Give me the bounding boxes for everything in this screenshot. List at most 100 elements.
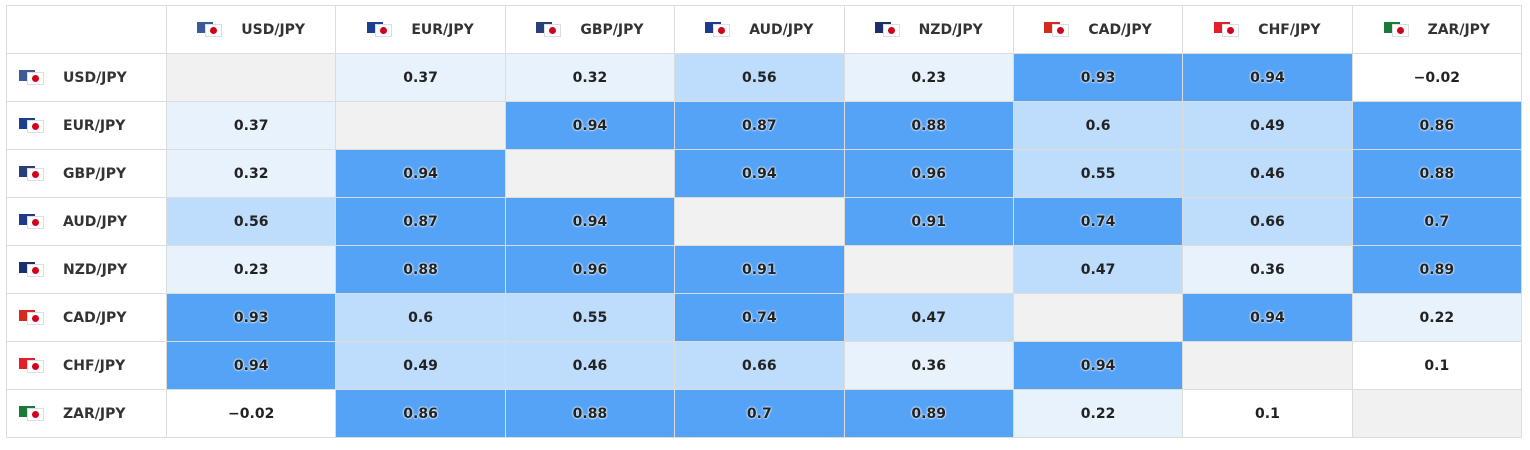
correlation-cell: 0.86	[1351, 101, 1523, 150]
corner	[6, 5, 167, 54]
empty-cell	[843, 245, 1014, 294]
correlation-cell: 0.22	[1351, 293, 1523, 342]
flag-icon	[19, 117, 43, 132]
correlation-cell: 0.55	[504, 293, 676, 342]
flag-icon	[19, 261, 43, 276]
column-header: AUD/JPY	[674, 5, 845, 54]
correlation-cell: 0.94	[674, 149, 845, 198]
correlation-cell: 0.32	[165, 149, 337, 198]
table-body: USD/JPY 0.37 0.32 0.56 0.23 0.93 0.94 −0.02 EUR/…	[6, 53, 1523, 438]
flag-icon	[536, 21, 561, 36]
pair-label: USD/JPY	[241, 21, 306, 38]
correlation-cell: 0.49	[335, 341, 506, 390]
correlation-table: USD/JPY EUR/JPY GBP/JPY AUD/JPY NZD/JPY CAD/J…	[6, 5, 1523, 438]
flag-jpy	[1392, 24, 1408, 36]
correlation-cell: 0.46	[1182, 149, 1353, 198]
row-header: ZAR/JPY	[6, 389, 167, 438]
correlation-cell: −0.02	[1351, 53, 1523, 102]
flag-base	[19, 309, 35, 321]
correlation-cell: 0.87	[335, 197, 506, 246]
flag-icon	[1383, 21, 1408, 36]
correlation-cell: 0.88	[335, 245, 506, 294]
pair-label: USD/JPY	[63, 69, 127, 86]
correlation-cell: 0.96	[504, 245, 676, 294]
flag-icon	[19, 309, 43, 324]
flag-base	[1214, 21, 1231, 33]
correlation-cell: 0.66	[674, 341, 845, 390]
flag-icon	[1044, 21, 1069, 36]
flag-jpy	[28, 72, 43, 84]
flag-base	[1044, 21, 1061, 33]
flag-base	[367, 21, 384, 33]
correlation-cell: 0.89	[1351, 245, 1523, 294]
correlation-cell: 0.7	[674, 389, 845, 438]
flag-base	[19, 117, 35, 129]
table-row: EUR/JPY 0.37 0.94 0.87 0.88 0.6 0.49 0.86	[6, 101, 1523, 150]
pair-label: GBP/JPY	[63, 165, 127, 182]
correlation-cell: 0.74	[674, 293, 845, 342]
pair-label: GBP/JPY	[580, 21, 644, 38]
correlation-cell: 0.36	[1182, 245, 1353, 294]
correlation-cell: 0.91	[843, 197, 1014, 246]
pair-label: AUD/JPY	[749, 21, 814, 38]
pair-label: ZAR/JPY	[63, 405, 126, 422]
correlation-cell: 0.94	[1182, 53, 1353, 102]
correlation-cell: 0.22	[1012, 389, 1184, 438]
correlation-cell: 0.93	[1012, 53, 1184, 102]
flag-jpy	[28, 120, 43, 132]
row-header: CAD/JPY	[6, 293, 167, 342]
flag-jpy	[28, 408, 43, 420]
flag-base	[19, 165, 35, 177]
correlation-cell: 0.94	[504, 101, 676, 150]
correlation-cell: 0.47	[1012, 245, 1184, 294]
table-row: AUD/JPY 0.56 0.87 0.94 0.91 0.74 0.66 0.7	[6, 197, 1523, 246]
flag-base	[1383, 21, 1400, 33]
correlation-cell: 0.74	[1012, 197, 1184, 246]
pair-label: EUR/JPY	[411, 21, 474, 38]
correlation-cell: 0.93	[165, 293, 337, 342]
table-row: GBP/JPY 0.32 0.94 0.94 0.96 0.55 0.46 0.88	[6, 149, 1523, 198]
column-header: EUR/JPY	[335, 5, 506, 54]
flag-jpy	[1053, 24, 1069, 36]
correlation-cell: 0.94	[165, 341, 337, 390]
row-header: EUR/JPY	[6, 101, 167, 150]
pair-label: CHF/JPY	[1258, 21, 1321, 38]
correlation-cell: 0.89	[843, 389, 1014, 438]
correlation-cell: 0.49	[1182, 101, 1353, 150]
correlation-cell: 0.87	[674, 101, 845, 150]
correlation-cell: 0.23	[165, 245, 337, 294]
flag-base	[874, 21, 891, 33]
pair-label: EUR/JPY	[63, 117, 126, 134]
correlation-cell: 0.1	[1182, 389, 1353, 438]
correlation-cell: 0.66	[1182, 197, 1353, 246]
flag-base	[19, 261, 35, 273]
flag-base	[19, 213, 35, 225]
flag-base	[705, 21, 722, 33]
correlation-cell: 0.56	[674, 53, 845, 102]
correlation-cell: 0.36	[843, 341, 1014, 390]
empty-cell	[335, 101, 506, 150]
column-header: CHF/JPY	[1182, 5, 1353, 54]
header-row: USD/JPY EUR/JPY GBP/JPY AUD/JPY NZD/JPY CAD/J…	[6, 5, 1523, 54]
correlation-cell: 0.88	[504, 389, 676, 438]
correlation-cell: 0.94	[504, 197, 676, 246]
flag-jpy	[28, 264, 43, 276]
column-header: CAD/JPY	[1012, 5, 1184, 54]
correlation-cell: 0.47	[843, 293, 1014, 342]
flag-icon	[19, 357, 43, 372]
empty-cell	[1182, 341, 1353, 390]
flag-icon	[197, 21, 222, 36]
flag-jpy	[28, 216, 43, 228]
flag-icon	[367, 21, 392, 36]
column-header: NZD/JPY	[843, 5, 1014, 54]
flag-jpy	[28, 360, 43, 372]
flag-jpy	[1223, 24, 1239, 36]
correlation-cell: 0.86	[335, 389, 506, 438]
pair-label: NZD/JPY	[63, 261, 128, 278]
row-header: GBP/JPY	[6, 149, 167, 198]
empty-cell	[674, 197, 845, 246]
correlation-cell: 0.1	[1351, 341, 1523, 390]
flag-icon	[19, 69, 43, 84]
flag-base	[19, 357, 35, 369]
empty-cell	[1351, 389, 1523, 438]
